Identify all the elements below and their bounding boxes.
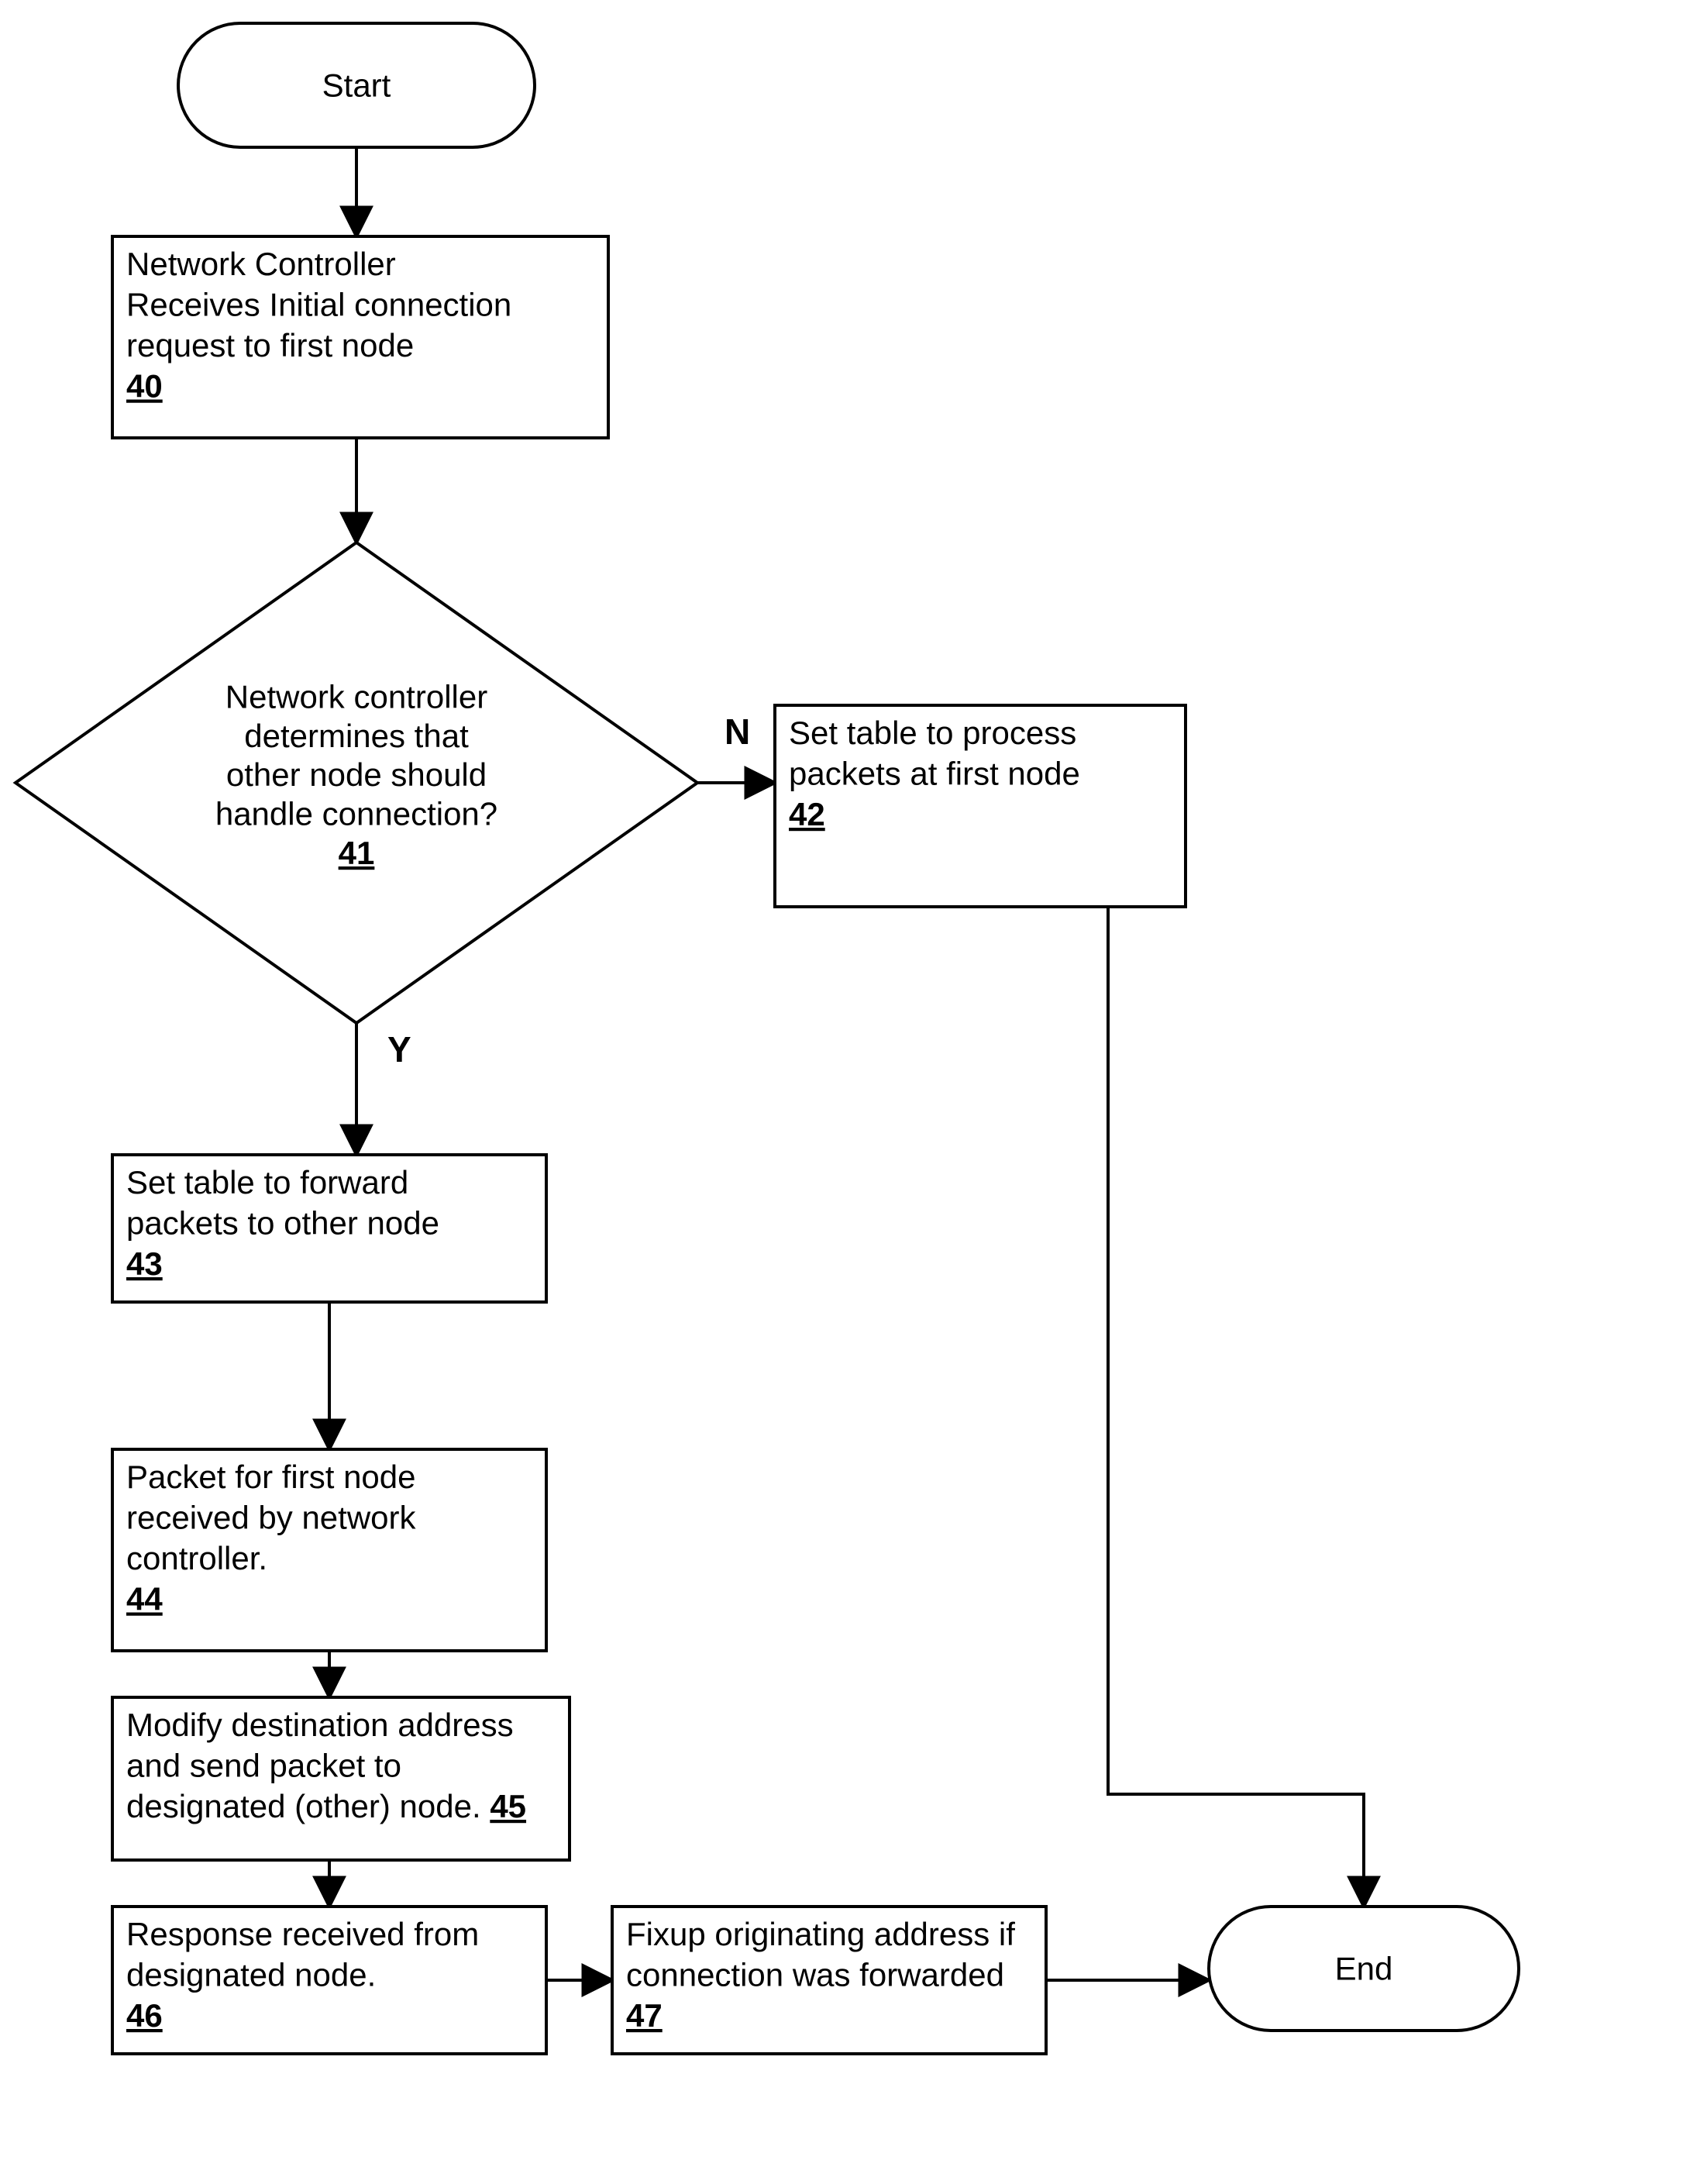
edge-label-N: N	[725, 711, 750, 752]
node-n47-ref: 47	[626, 1997, 663, 2034]
node-n46-ref: 46	[126, 1997, 163, 2034]
node-n44-ref: 44	[126, 1581, 163, 1617]
node-n43: Set table to forwardpackets to other nod…	[112, 1155, 546, 1302]
flowchart-canvas: N Y Start Network ControllerReceives Initia…	[0, 0, 1690, 2184]
edge-label-Y: Y	[387, 1029, 411, 1070]
node-start: Start	[178, 23, 535, 147]
node-n47: Fixup originating address ifconnection w…	[612, 1907, 1046, 2054]
node-n44: Packet for first nodereceived by network…	[112, 1449, 546, 1651]
node-n42-ref: 42	[789, 796, 825, 832]
node-n40-ref: 40	[126, 368, 163, 405]
node-end: End	[1209, 1907, 1519, 2031]
node-n46: Response received fromdesignated node.46	[112, 1907, 546, 2054]
edge-n42-end	[1108, 907, 1364, 1907]
node-n41: Network controllerdetermines thatother n…	[15, 543, 697, 1023]
node-n42: Set table to processpackets at first nod…	[775, 705, 1186, 907]
node-start-label: Start	[322, 67, 391, 104]
node-n40: Network ControllerReceives Initial conne…	[112, 236, 608, 438]
node-end-label: End	[1335, 1951, 1393, 1987]
node-n43-ref: 43	[126, 1245, 163, 1282]
node-n45: Modify destination addressand send packe…	[112, 1697, 570, 1860]
